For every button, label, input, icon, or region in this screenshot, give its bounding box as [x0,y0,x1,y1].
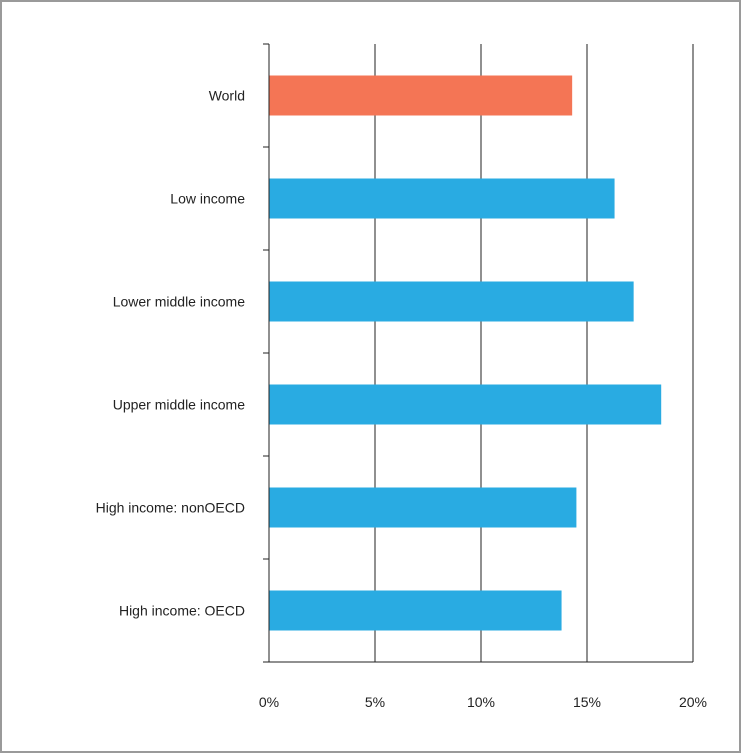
category-label: Low income [170,191,245,207]
x-tick-label: 10% [467,694,495,710]
category-label: High income: OECD [119,603,245,619]
category-label: World [209,88,245,104]
category-label: Lower middle income [113,294,245,310]
axes [263,43,693,663]
bar-world [269,75,573,116]
bar-low-income [269,178,615,219]
bar-lower-middle-income [269,281,634,322]
bar-upper-middle-income [269,384,662,425]
x-tick-label: 20% [679,694,707,710]
category-label: High income: nonOECD [96,500,245,516]
x-tick-label: 0% [259,694,279,710]
x-tick-label: 5% [365,694,385,710]
x-tick-label: 15% [573,694,601,710]
gridlines [374,44,694,662]
category-label: Upper middle income [113,397,245,413]
x-tick-labels: 0% 5% 10% 15% 20% [259,694,707,710]
category-labels: World Low income Lower middle income Upper … [96,88,246,619]
bar-high-income-nonoecd [269,487,577,528]
bars [269,75,662,631]
bar-high-income-oecd [269,590,562,631]
